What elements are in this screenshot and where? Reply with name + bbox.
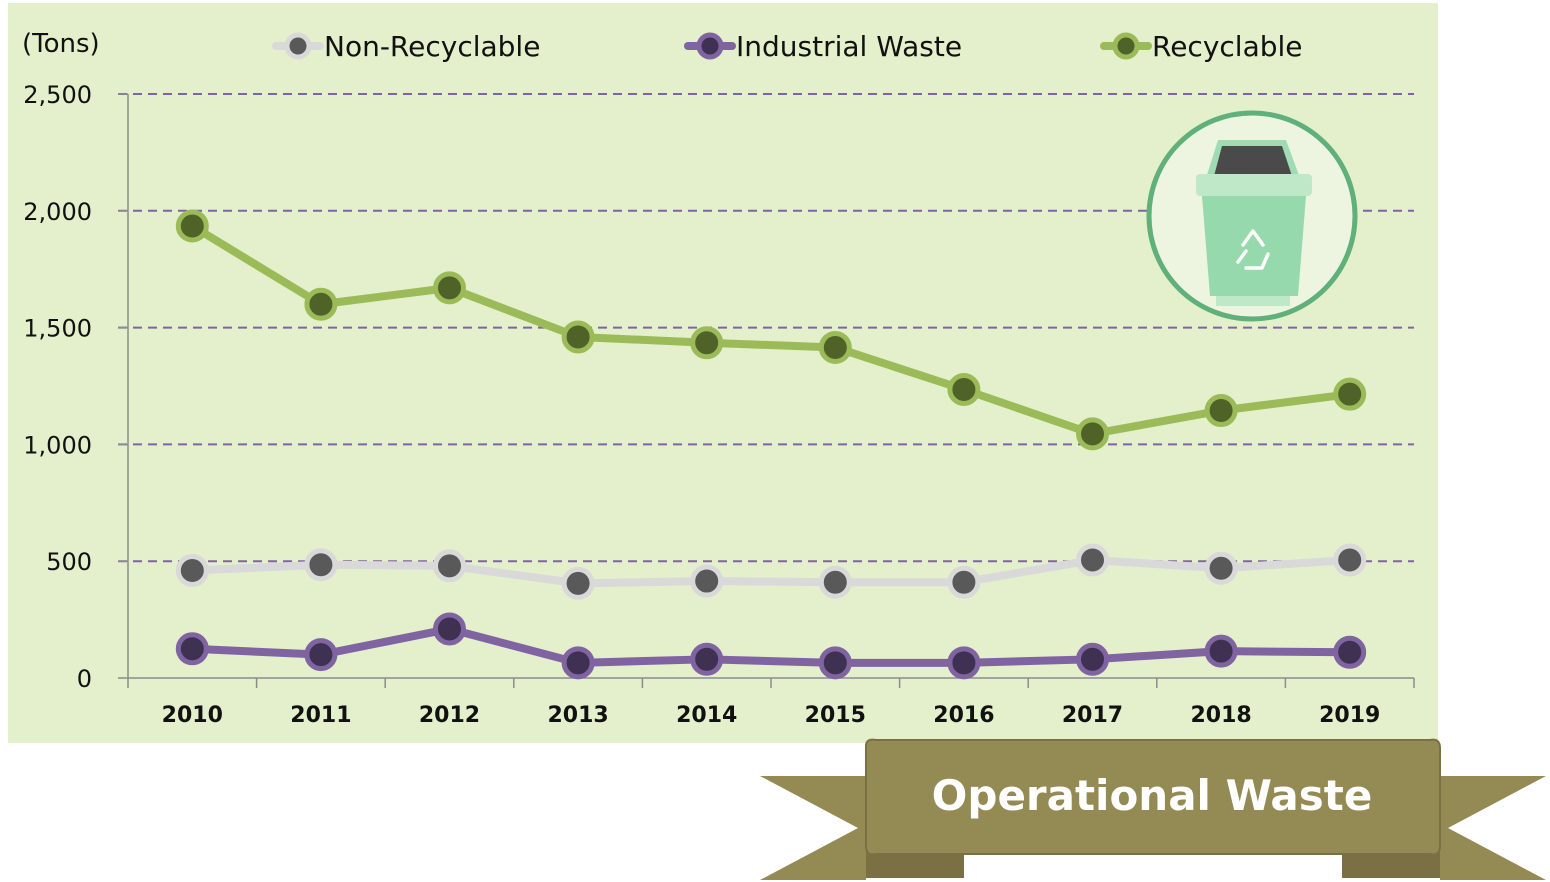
data-point — [175, 209, 209, 243]
legend-item-industrial-waste: Industrial Waste — [684, 30, 962, 63]
data-point — [304, 287, 338, 321]
data-point — [1333, 377, 1367, 411]
legend-label: Non-Recyclable — [324, 30, 540, 63]
x-tick-label: 2019 — [1319, 703, 1380, 728]
x-tick-label: 2011 — [290, 703, 351, 728]
data-point — [690, 642, 724, 676]
data-point — [947, 565, 981, 599]
series-industrial-waste — [175, 612, 1367, 680]
y-tick-label: 0 — [77, 665, 92, 693]
y-tick-label: 500 — [46, 548, 92, 576]
data-point — [1076, 417, 1109, 451]
legend-label: Recyclable — [1152, 30, 1303, 63]
data-point — [690, 326, 724, 360]
data-point — [1333, 543, 1367, 577]
data-point — [1204, 394, 1238, 428]
banner-title: Operational Waste — [932, 771, 1373, 820]
data-point — [433, 271, 466, 305]
data-point — [818, 330, 852, 364]
data-point — [561, 320, 595, 354]
legend-swatch-marker — [1112, 32, 1140, 60]
x-tick-label: 2010 — [162, 703, 223, 728]
data-point — [433, 549, 466, 583]
legend-swatch-marker — [284, 32, 312, 60]
series — [175, 209, 1367, 680]
x-axis-ticks: 2010 2011 2012 2013 2014 2015 2016 2017 2018 2019 — [162, 703, 1381, 728]
data-point — [1333, 635, 1367, 669]
data-point — [690, 564, 724, 598]
x-tick-label: 2014 — [676, 703, 737, 728]
data-point — [304, 548, 338, 582]
data-point — [433, 612, 466, 646]
data-point — [1076, 543, 1109, 577]
data-point — [818, 646, 852, 680]
data-point — [175, 632, 209, 666]
legend-swatch-marker — [696, 32, 724, 60]
series-line — [188, 556, 1354, 588]
data-point — [947, 646, 981, 680]
legend: Non-Recyclable Industrial Waste Recyclable — [272, 30, 1303, 63]
series-non-recyclable — [175, 543, 1367, 600]
y-tick-label: 1,500 — [23, 315, 92, 343]
x-tick-label: 2018 — [1190, 703, 1251, 728]
data-point — [561, 646, 595, 680]
legend-item-recyclable: Recyclable — [1100, 30, 1303, 63]
x-tick-label: 2015 — [805, 703, 866, 728]
title-banner: Operational Waste — [760, 738, 1546, 880]
x-tick-label: 2013 — [547, 703, 608, 728]
plot-background — [8, 3, 1438, 743]
data-point — [1204, 551, 1238, 585]
axes — [118, 93, 1415, 688]
y-tick-label: 2,500 — [23, 81, 92, 109]
data-point — [818, 565, 852, 599]
data-point — [1204, 634, 1238, 668]
y-tick-label: 1,000 — [23, 431, 92, 459]
x-tick-label: 2012 — [419, 703, 480, 728]
data-point — [947, 373, 981, 407]
y-unit-label: (Tons) — [22, 29, 100, 59]
data-point — [1076, 642, 1109, 676]
legend-label: Industrial Waste — [736, 30, 962, 63]
x-tick-label: 2016 — [933, 703, 994, 728]
series-line — [188, 624, 1354, 667]
y-tick-label: 2,000 — [23, 198, 92, 226]
legend-item-non-recyclable: Non-Recyclable — [272, 30, 540, 63]
series-recyclable — [175, 209, 1367, 451]
data-point — [561, 566, 595, 600]
x-tick-label: 2017 — [1062, 703, 1123, 728]
data-point — [304, 638, 338, 672]
recycle-bin-icon — [1146, 110, 1358, 322]
y-axis-ticks: 0 500 1,000 1,500 2,000 2,500 — [23, 81, 92, 693]
data-point — [175, 554, 209, 588]
series-line — [188, 221, 1354, 438]
